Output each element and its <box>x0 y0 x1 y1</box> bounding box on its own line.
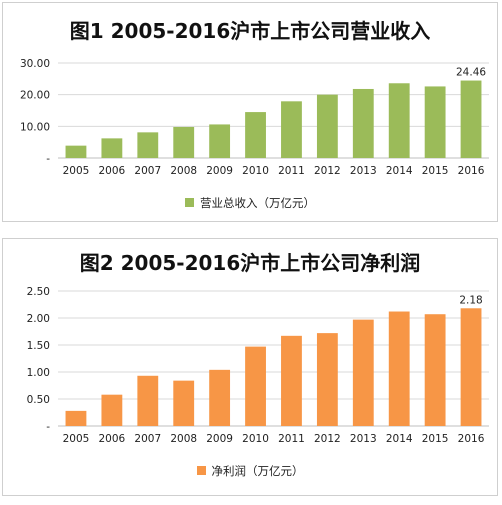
bar-2011 <box>281 335 302 426</box>
bar-2005 <box>65 145 87 158</box>
bar-2008 <box>173 380 195 426</box>
x-tick-label: 2008 <box>170 433 197 445</box>
x-tick-label: 2007 <box>134 433 161 445</box>
revenue-bar-chart: - 10.00 20.00 30.00 2005 2006 2007 2008 2009 2010… <box>20 58 489 177</box>
y-tick-label: 30.00 <box>20 58 50 70</box>
bar-2012 <box>316 333 338 426</box>
data-label: 24.46 <box>456 67 486 79</box>
bar-2006 <box>101 394 123 426</box>
legend-swatch <box>196 466 206 475</box>
y-tick-label: 1.00 <box>27 367 50 379</box>
bar-2012 <box>316 94 338 158</box>
net-profit-bar-chart: - 0.50 1.00 1.50 2.00 2.50 2005 2006 2007 2008 200… <box>27 286 489 445</box>
chart-panel-net-profit: 图2 2005-2016沪市上市公司净利润 - 0.50 1.00 1.50 2.00 2… <box>2 238 498 496</box>
x-tick-label: 2006 <box>99 433 126 445</box>
bar-2016 <box>460 308 482 426</box>
bar-2014 <box>388 311 410 426</box>
y-tick-label: 2.50 <box>27 286 50 298</box>
x-tick-label: 2009 <box>206 433 233 445</box>
x-tick-label: 2010 <box>242 433 269 445</box>
bar-2010 <box>245 112 266 158</box>
x-tick-label: 2015 <box>422 433 449 445</box>
bar-2005 <box>65 410 87 426</box>
x-tick-label: 2012 <box>314 433 341 445</box>
y-tick-label: - <box>46 153 50 165</box>
x-tick-label: 2007 <box>134 165 161 177</box>
x-tick-label: 2012 <box>314 165 341 177</box>
bar-2014 <box>388 83 410 158</box>
bar-2007 <box>137 375 159 426</box>
bar-2009 <box>209 124 231 158</box>
x-tick-label: 2005 <box>63 433 90 445</box>
x-tick-label: 2014 <box>386 165 413 177</box>
legend-label: 净利润（万亿元） <box>211 464 304 478</box>
x-tick-label: 2013 <box>350 165 377 177</box>
chart-title: 图1 2005-2016沪市上市公司营业收入 <box>69 19 431 43</box>
y-tick-label: 20.00 <box>20 90 50 102</box>
x-tick-label: 2011 <box>278 433 305 445</box>
x-tick-label: 2016 <box>458 165 485 177</box>
bar-2013 <box>352 88 374 158</box>
x-tick-label: 2016 <box>458 433 485 445</box>
x-tick-label: 2014 <box>386 433 413 445</box>
bar-2015 <box>424 314 446 426</box>
y-tick-label: - <box>46 421 50 433</box>
y-tick-label: 1.50 <box>27 340 50 352</box>
x-tick-label: 2006 <box>99 165 126 177</box>
bar-2016 <box>460 80 482 158</box>
y-tick-label: 0.50 <box>27 394 50 406</box>
legend-swatch <box>185 198 194 207</box>
chart-legend: 净利润（万亿元） <box>3 463 497 479</box>
bar-2006 <box>101 138 123 158</box>
x-tick-label: 2010 <box>242 165 269 177</box>
legend-label: 营业总收入（万亿元） <box>200 196 315 210</box>
chart-title: 图2 2005-2016沪市上市公司净利润 <box>79 251 421 275</box>
chart-panel-revenue: 图1 2005-2016沪市上市公司营业收入 - 10.00 20.00 30.00 2… <box>2 2 498 222</box>
bar-2010 <box>245 346 266 426</box>
bar-2007 <box>137 132 159 158</box>
y-tick-label: 2.00 <box>27 313 50 325</box>
bar-2011 <box>281 101 302 158</box>
chart-legend: 营业总收入（万亿元） <box>3 195 497 211</box>
bar-2015 <box>424 86 446 158</box>
x-tick-label: 2009 <box>206 165 233 177</box>
x-tick-label: 2013 <box>350 433 377 445</box>
bar-2009 <box>209 369 231 426</box>
x-tick-label: 2015 <box>422 165 449 177</box>
x-tick-label: 2008 <box>170 165 197 177</box>
data-label: 2.18 <box>459 294 482 306</box>
y-tick-label: 10.00 <box>20 121 50 133</box>
x-tick-label: 2005 <box>63 165 90 177</box>
x-tick-label: 2011 <box>278 165 305 177</box>
bar-2013 <box>352 319 374 426</box>
bar-2008 <box>173 126 195 158</box>
